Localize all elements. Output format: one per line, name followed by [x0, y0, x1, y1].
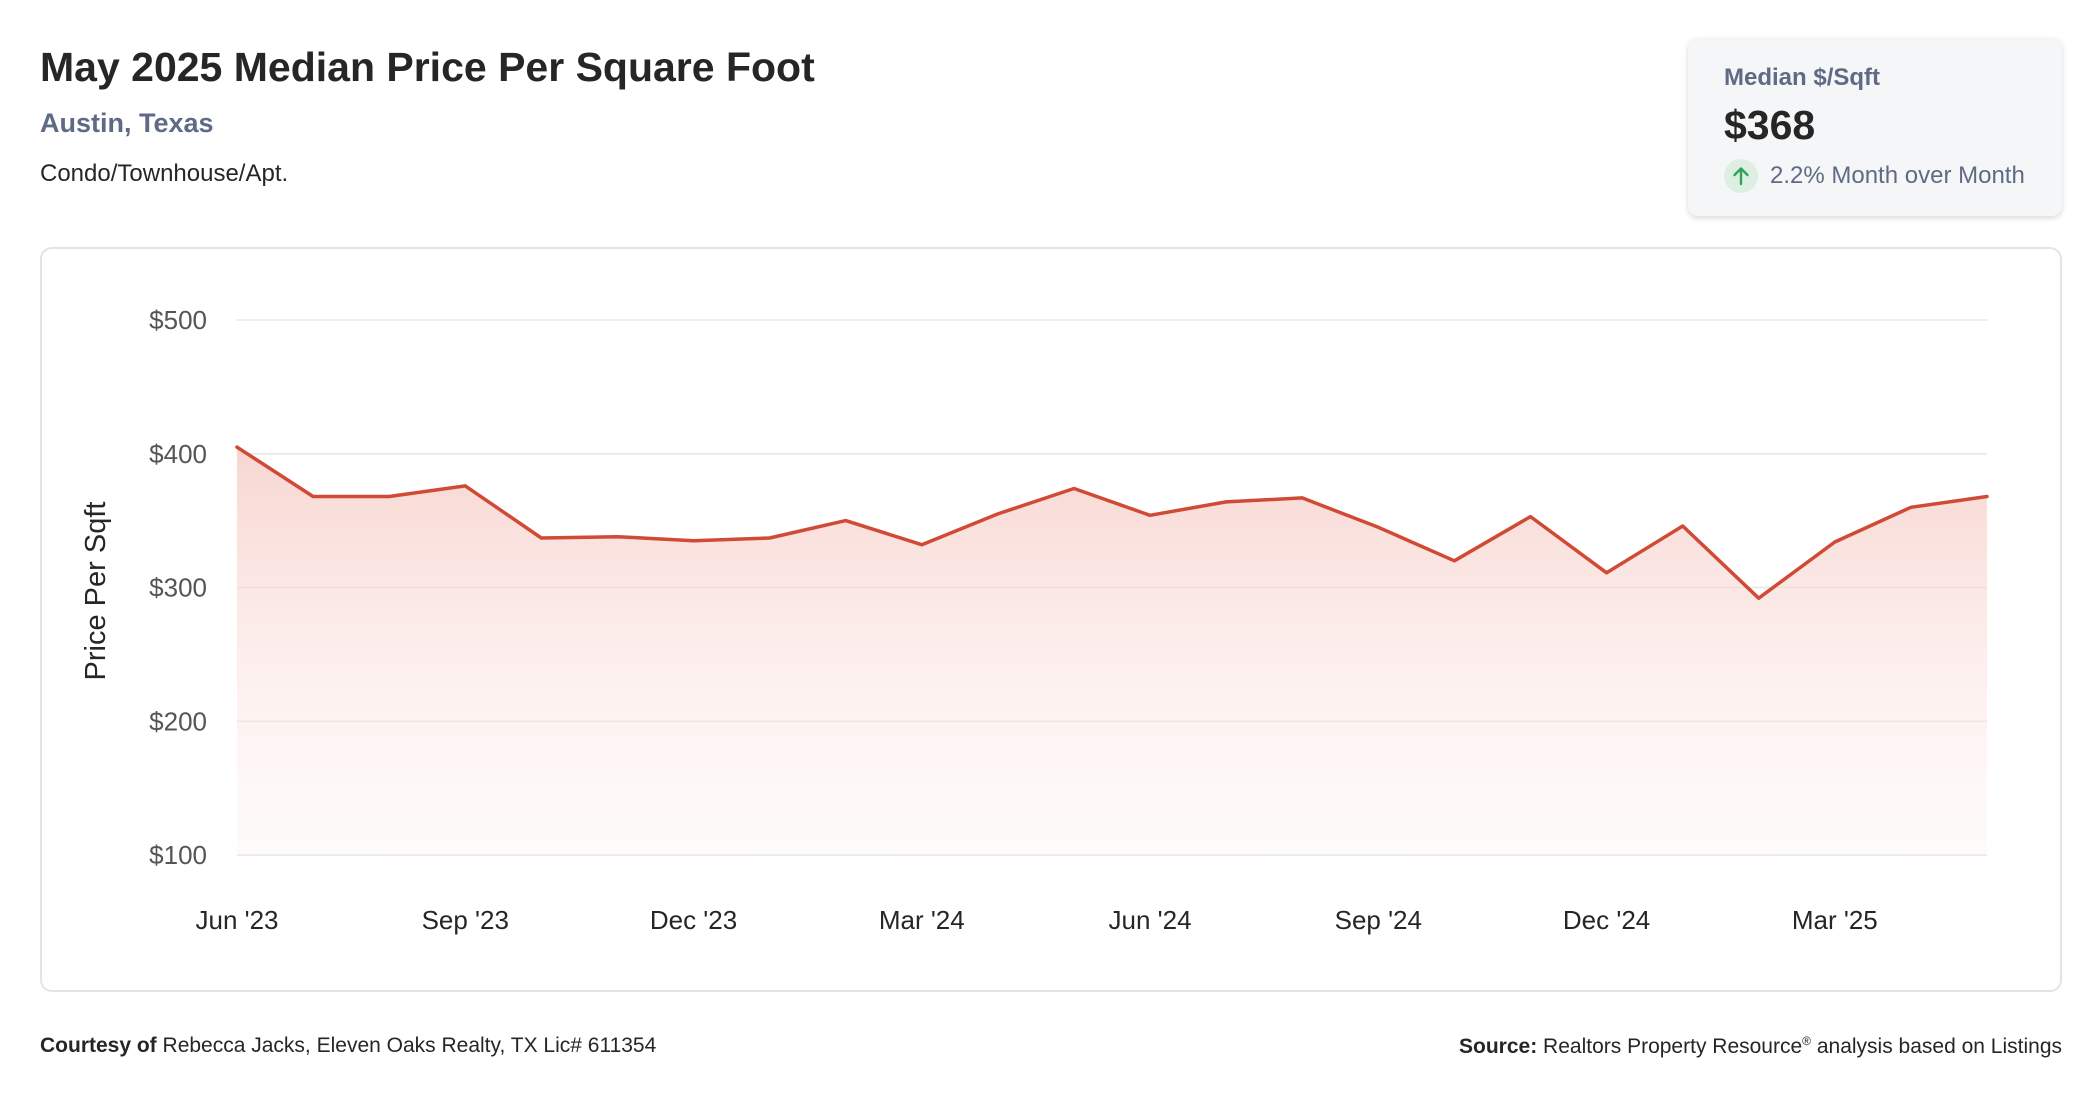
- y-tick-label: $400: [149, 439, 207, 469]
- price-chart: $500 $400 $300 $200 $100 Jun '23 Sep '23 Dec '…: [80, 305, 1989, 935]
- data-point: [1909, 505, 1913, 509]
- source-suffix: analysis based on Listings: [1816, 1035, 2062, 1058]
- source-text: Realtors Property Resource: [1543, 1035, 1803, 1058]
- data-point: [692, 539, 696, 543]
- arrow-up-icon: [1724, 159, 1758, 193]
- y-tick-label: $200: [149, 706, 207, 736]
- series-area: [237, 447, 1987, 855]
- x-tick-label: Sep '23: [422, 905, 509, 935]
- data-point: [539, 536, 543, 540]
- data-point: [996, 512, 1000, 516]
- x-tick-label: Mar '25: [1792, 905, 1878, 935]
- data-point: [311, 495, 315, 499]
- data-point: [1985, 495, 1989, 499]
- courtesy-label: Courtesy of: [40, 1034, 157, 1057]
- x-tick-label: Jun '23: [195, 905, 278, 935]
- data-point: [1072, 487, 1076, 491]
- y-tick-label: $300: [149, 573, 207, 603]
- x-tick-label: Mar '24: [879, 905, 965, 935]
- stat-change-text: 2.2% Month over Month: [1770, 162, 2025, 189]
- x-tick-label: Sep '24: [1335, 905, 1422, 935]
- location-subtitle: Austin, Texas: [40, 108, 214, 138]
- y-tick-label: $500: [149, 305, 207, 335]
- source-label: Source:: [1459, 1035, 1538, 1058]
- property-type-label: Condo/Townhouse/Apt.: [40, 160, 289, 187]
- data-point: [1148, 513, 1152, 517]
- x-tick-label: Dec '23: [650, 905, 737, 935]
- data-point: [768, 536, 772, 540]
- data-point: [1681, 524, 1685, 528]
- stat-value: $368: [1724, 102, 1816, 148]
- registered-mark: ®: [1802, 1034, 1811, 1048]
- y-tick-label: $100: [149, 840, 207, 870]
- y-axis-label: Price Per Sqft: [80, 502, 112, 681]
- data-point: [920, 543, 924, 547]
- data-point: [844, 519, 848, 523]
- data-point: [1833, 540, 1837, 544]
- x-tick-label: Jun '24: [1109, 905, 1192, 935]
- source-footer: Source: Realtors Property Resource® anal…: [1459, 1034, 2062, 1059]
- stat-change: 2.2% Month over Month: [1724, 159, 2062, 193]
- data-point: [235, 445, 239, 449]
- data-point: [1224, 500, 1228, 504]
- data-point: [1757, 596, 1761, 600]
- data-point: [1605, 571, 1609, 575]
- series-line: [235, 445, 1989, 600]
- chart-panel: $500 $400 $300 $200 $100 Jun '23 Sep '23 Dec '…: [40, 247, 2062, 992]
- data-point: [1376, 525, 1380, 529]
- data-point: [615, 535, 619, 539]
- x-tick-label: Dec '24: [1563, 905, 1650, 935]
- page-title: May 2025 Median Price Per Square Foot: [40, 44, 815, 90]
- courtesy-footer: Courtesy of Rebecca Jacks, Eleven Oaks R…: [40, 1034, 656, 1058]
- courtesy-text: Rebecca Jacks, Eleven Oaks Realty, TX Li…: [162, 1034, 657, 1057]
- data-point: [1528, 515, 1532, 519]
- stat-label: Median $/Sqft: [1724, 64, 1881, 91]
- data-point: [1452, 559, 1456, 563]
- median-stat-card: Median $/Sqft $368 2.2% Month over Month: [1688, 38, 2062, 216]
- data-point: [1300, 496, 1304, 500]
- data-point: [463, 484, 467, 488]
- data-point: [387, 495, 391, 499]
